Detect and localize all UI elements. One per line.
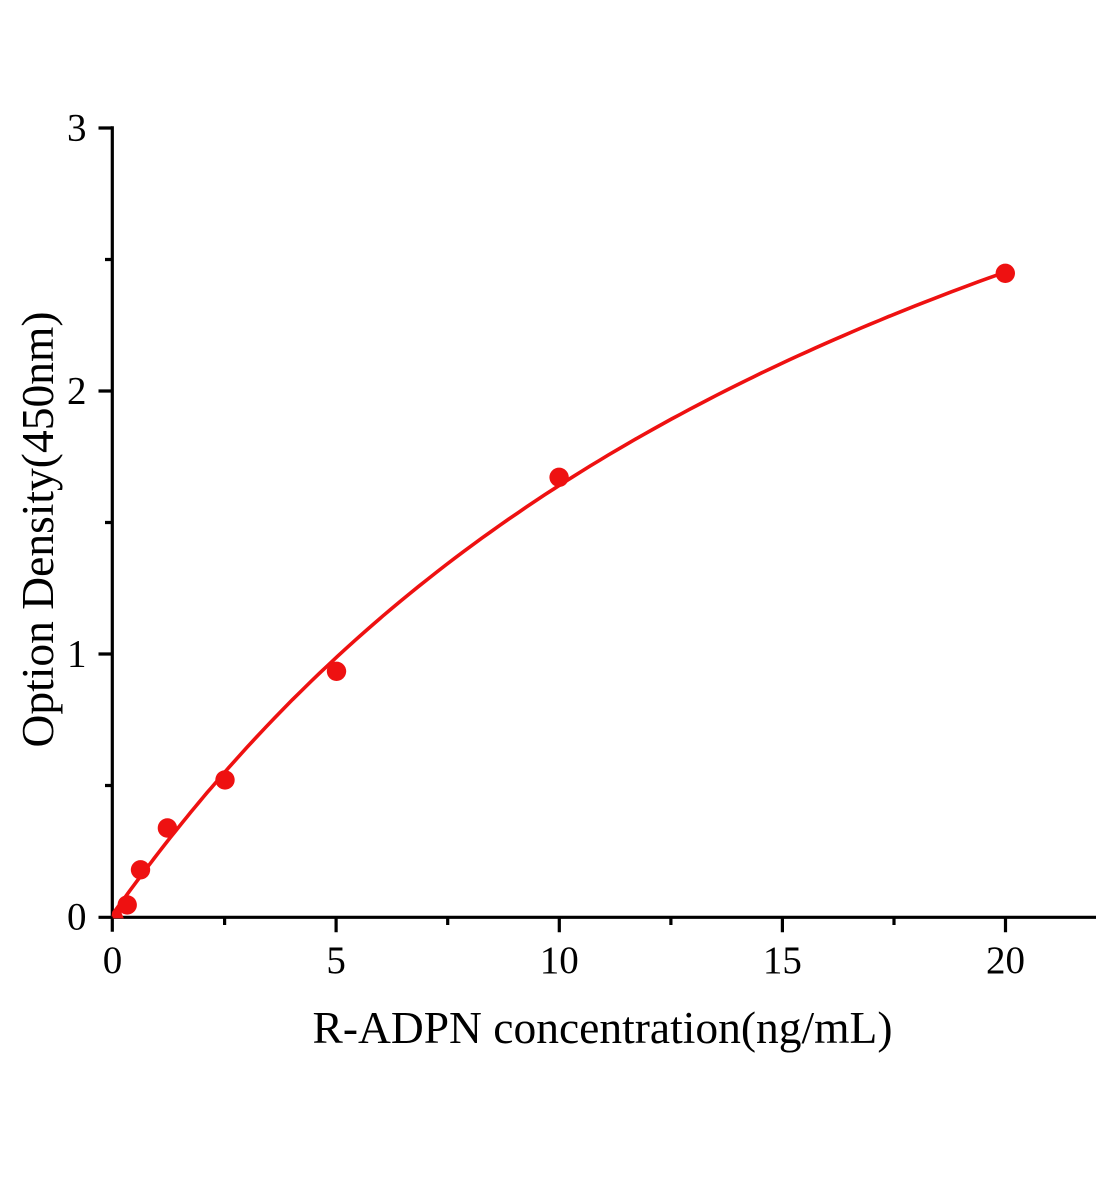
svg-text:1: 1 bbox=[67, 633, 87, 676]
svg-text:2: 2 bbox=[67, 370, 87, 413]
svg-text:20: 20 bbox=[986, 939, 1025, 982]
svg-text:R-ADPN concentration(ng/mL): R-ADPN concentration(ng/mL) bbox=[313, 1002, 893, 1053]
svg-text:5: 5 bbox=[326, 939, 346, 982]
svg-text:3: 3 bbox=[67, 107, 87, 150]
svg-text:0: 0 bbox=[103, 939, 123, 982]
svg-text:Option Density(450nm): Option Density(450nm) bbox=[12, 311, 63, 747]
svg-text:0: 0 bbox=[67, 896, 87, 939]
svg-text:15: 15 bbox=[763, 939, 802, 982]
svg-text:10: 10 bbox=[540, 939, 579, 982]
